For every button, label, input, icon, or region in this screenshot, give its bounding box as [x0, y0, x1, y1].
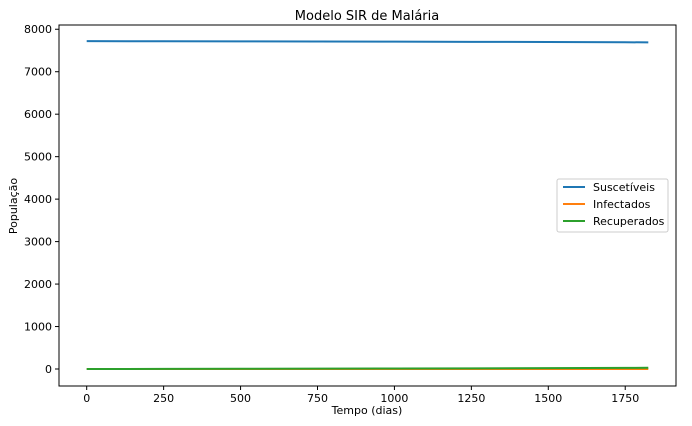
legend-label-susceptible: Suscetíveis: [593, 181, 655, 194]
y-tick-label: 6000: [24, 108, 52, 121]
y-tick-label: 7000: [24, 66, 52, 79]
y-tick-label: 1000: [24, 321, 52, 334]
series-lines: [86, 40, 649, 371]
y-tick-label: 3000: [24, 236, 52, 249]
x-tick-label: 1750: [611, 392, 639, 405]
plot-frame: [58, 24, 677, 387]
chart-title: Modelo SIR de Malária: [295, 9, 439, 24]
x-tick-label: 250: [153, 392, 174, 405]
y-tick-label: 4000: [24, 193, 52, 206]
x-tick-label: 500: [230, 392, 251, 405]
y-tick-label: 5000: [24, 151, 52, 164]
y-tick-label: 8000: [24, 23, 52, 36]
y-tick-label: 2000: [24, 278, 52, 291]
x-tick-label: 750: [307, 392, 328, 405]
series-line-susceptible: [86, 40, 649, 44]
x-tick-label: 0: [83, 392, 90, 405]
legend-label-recovered: Recuperados: [593, 215, 665, 228]
y-axis-label: População: [7, 178, 20, 235]
x-tick-label: 1250: [457, 392, 485, 405]
x-axis: 0 250 500 750 1000 1250 1500 1750: [83, 386, 639, 405]
legend-label-infected: Infectados: [593, 198, 651, 211]
legend-frame: [556, 178, 669, 233]
plot-area: [58, 24, 677, 387]
x-tick-label: 1000: [380, 392, 408, 405]
y-axis: 0 1000 2000 3000 4000 5000 6000 7000 8000: [24, 23, 59, 376]
y-tick-label: 0: [45, 363, 52, 376]
series-line-recovered: [86, 366, 649, 371]
legend: Suscetíveis Infectados Recuperados: [556, 178, 669, 233]
x-tick-label: 1500: [534, 392, 562, 405]
x-axis-label: Tempo (dias): [331, 404, 403, 417]
